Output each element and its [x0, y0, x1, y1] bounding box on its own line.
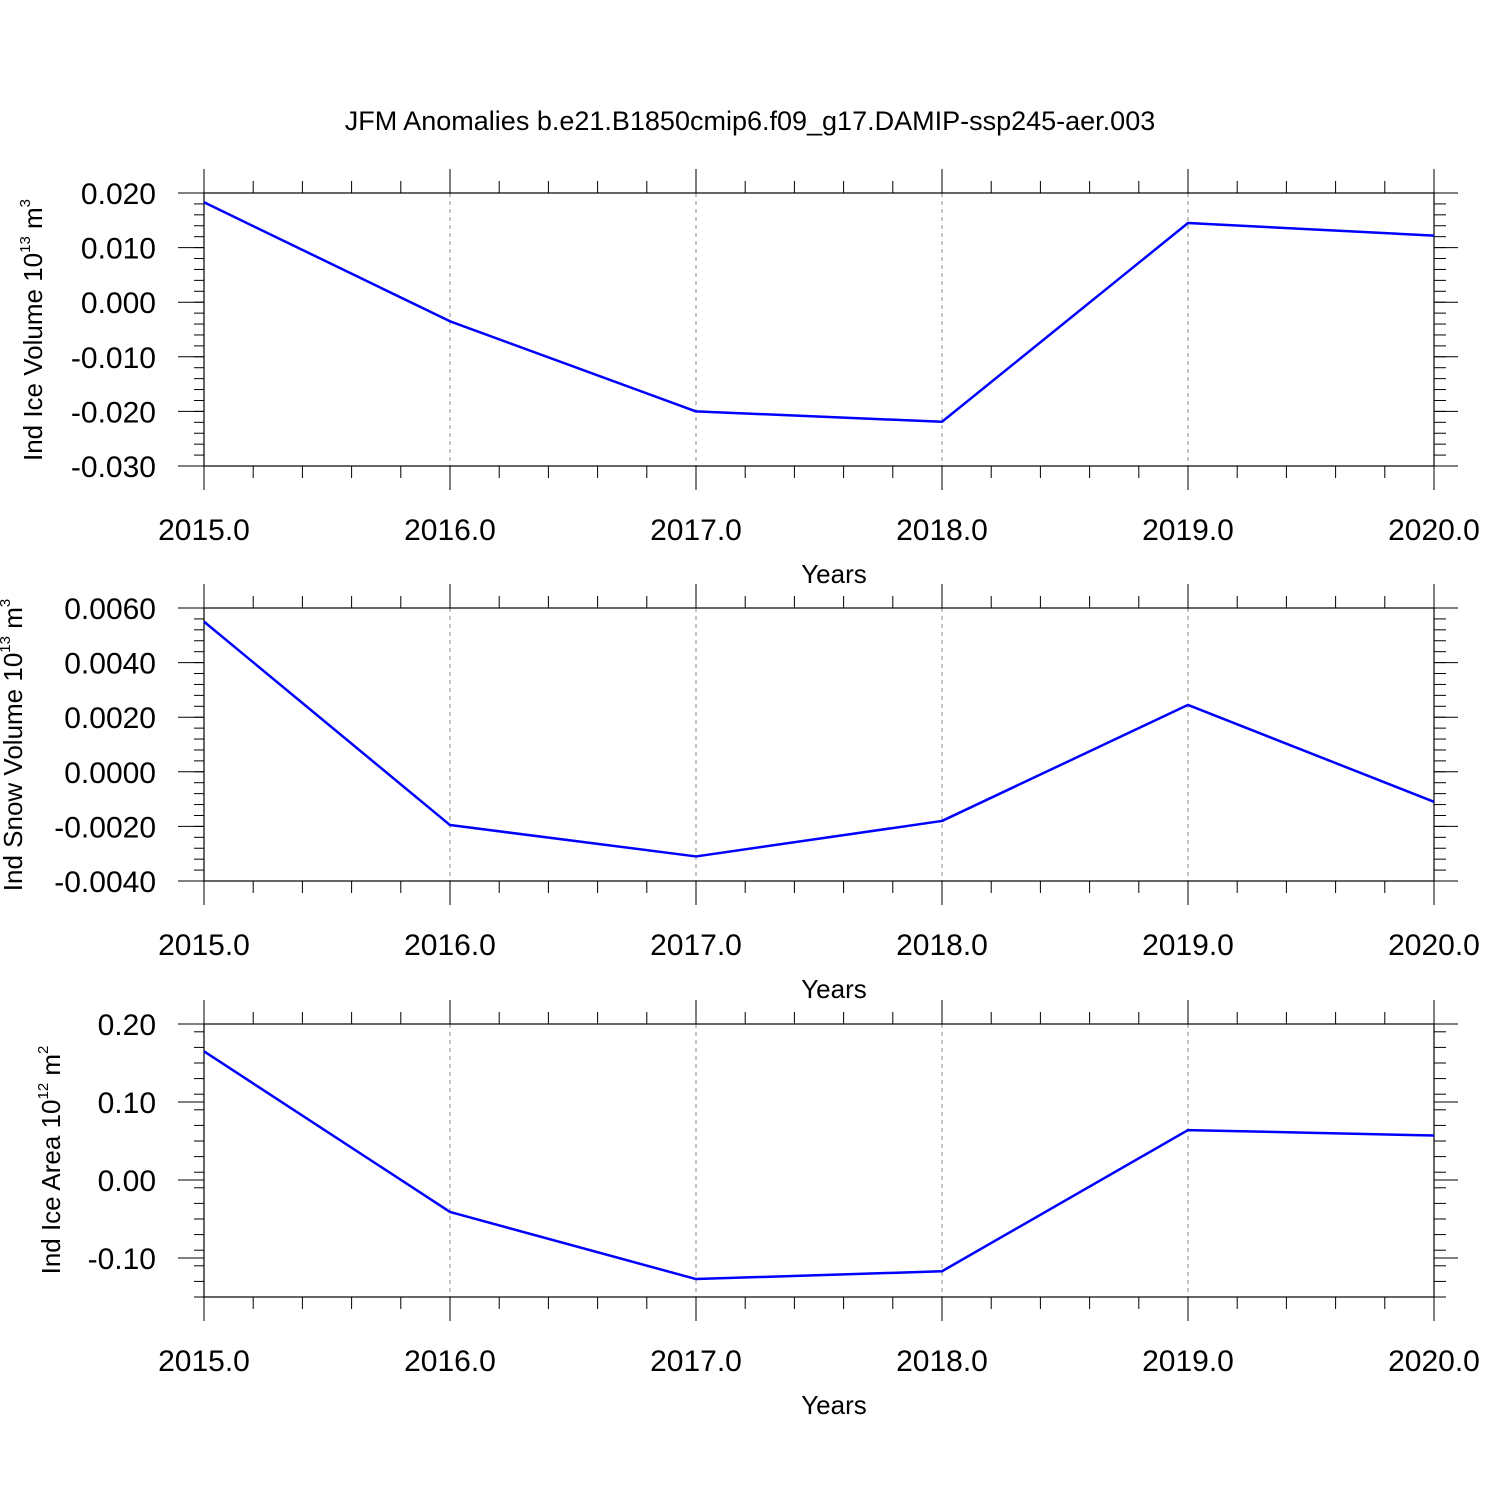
y-tick-label: 0.00: [98, 1165, 156, 1198]
y-axis-title-exponent: 13: [0, 636, 14, 653]
panel-3: 2015.0 2016.0 2017.0 2018.0 2019.0 2020.0 0.20…: [35, 1000, 1480, 1420]
plot-title: JFM Anomalies b.e21.B1850cmip6.f09_g17.D…: [345, 106, 1155, 136]
y-tick-label: -0.10: [88, 1243, 156, 1276]
y-tick-label: 0.010: [81, 233, 156, 266]
plot-frame: [203, 192, 1435, 467]
y-axis-title-unit-exponent: 3: [17, 199, 34, 207]
y-tick-label: 0.10: [98, 1087, 156, 1120]
y-axis-title-unit-exponent: 2: [35, 1046, 52, 1054]
x-tick-label: 2017.0: [650, 929, 742, 962]
x-tick-label: 2015.0: [158, 929, 250, 962]
y-tick-label: -0.0020: [54, 811, 156, 844]
x-tick-label: 2017.0: [650, 514, 742, 547]
y-axis-title-unit-exponent: 3: [0, 599, 14, 607]
x-axis-title: Years: [801, 1390, 867, 1420]
series-line: [203, 1050, 1435, 1281]
y-tick-label: 0.0020: [64, 702, 156, 735]
y-tick-label: 0.0000: [64, 757, 156, 790]
x-tick-label: 2016.0: [404, 514, 496, 547]
series-line: [203, 620, 1435, 858]
y-tick-label: -0.010: [71, 342, 156, 375]
x-tick-label: 2020.0: [1388, 514, 1480, 547]
x-tick-label: 2018.0: [896, 929, 988, 962]
y-tick-label: -0.0040: [54, 866, 156, 899]
y-axis-title-unit: m: [18, 207, 48, 236]
x-tick-label: 2017.0: [650, 1345, 742, 1378]
x-tick-label: 2018.0: [896, 514, 988, 547]
x-tick-label: 2016.0: [404, 929, 496, 962]
plot-frame: [203, 1023, 1435, 1298]
y-tick-label: -0.020: [71, 396, 156, 429]
y-axis-title: Ind Ice Area 1012 m2: [35, 1046, 66, 1275]
x-tick-label: 2015.0: [158, 514, 250, 547]
y-axis-title: Ind Ice Volume 1013 m3: [17, 199, 48, 461]
x-tick-label: 2019.0: [1142, 514, 1234, 547]
plot-frame: [203, 607, 1435, 882]
y-axis-title: Ind Snow Volume 1013 m3: [0, 599, 28, 891]
x-tick-label: 2020.0: [1388, 929, 1480, 962]
x-axis-title: Years: [801, 974, 867, 1004]
y-axis-title-exponent: 12: [35, 1083, 52, 1100]
y-axis-title-unit: m: [36, 1054, 66, 1083]
y-tick-label: 0.000: [81, 287, 156, 320]
x-axis-title: Years: [801, 559, 867, 589]
y-axis-title-unit: m: [0, 607, 28, 636]
x-tick-label: 2020.0: [1388, 1345, 1480, 1378]
x-tick-label: 2016.0: [404, 1345, 496, 1378]
x-tick-label: 2019.0: [1142, 1345, 1234, 1378]
y-tick-label: 0.020: [81, 178, 156, 211]
panel-1: 2015.0 2016.0 2017.0 2018.0 2019.0 2020.0 0.02…: [17, 169, 1480, 589]
y-axis-title-exponent: 13: [17, 236, 34, 253]
y-tick-label: 0.20: [98, 1009, 156, 1042]
x-tick-label: 2018.0: [896, 1345, 988, 1378]
y-tick-label: -0.030: [71, 451, 156, 484]
y-axis-title-text: Ind Snow Volume 10: [0, 653, 28, 892]
x-tick-label: 2019.0: [1142, 929, 1234, 962]
y-tick-label: 0.0040: [64, 648, 156, 681]
y-tick-label: 0.0060: [64, 593, 156, 626]
y-axis-title-text: Ind Ice Area 10: [36, 1100, 66, 1275]
y-axis-title-text: Ind Ice Volume 10: [18, 253, 48, 461]
x-tick-label: 2015.0: [158, 1345, 250, 1378]
series-line: [203, 201, 1435, 424]
panel-2: 2015.0 2016.0 2017.0 2018.0 2019.0 2020.0 0.00…: [0, 584, 1480, 1004]
panels: 2015.0 2016.0 2017.0 2018.0 2019.0 2020.0 0.02…: [0, 169, 1480, 1420]
